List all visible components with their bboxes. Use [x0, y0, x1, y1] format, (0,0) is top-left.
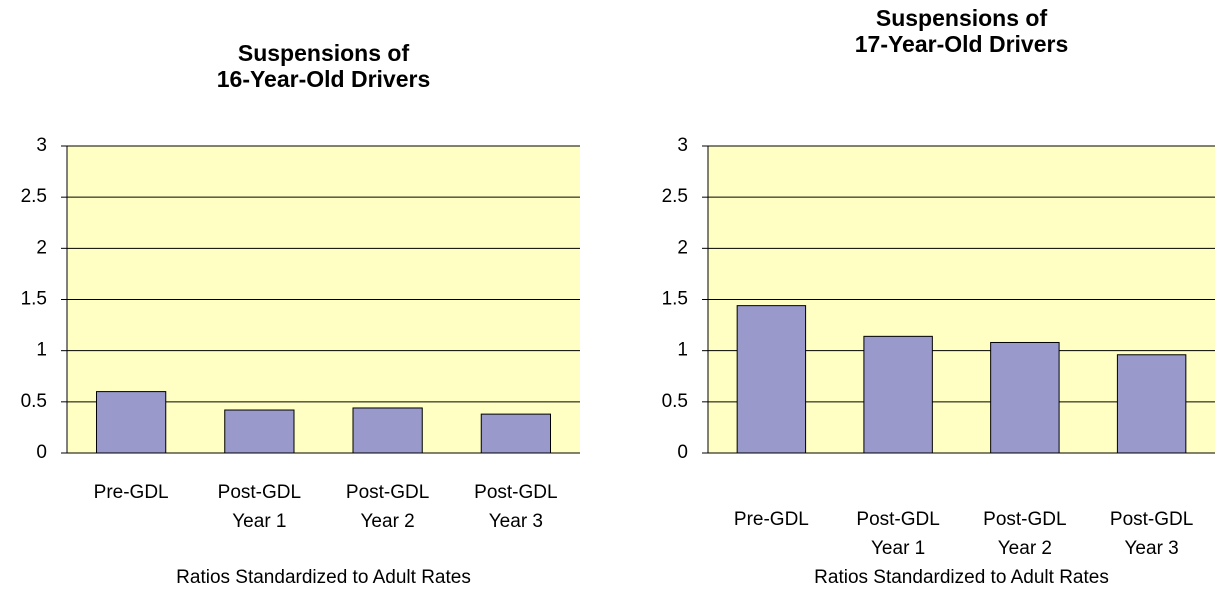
y-tick-label: 0.5	[21, 391, 47, 412]
y-tick-label: 0	[677, 442, 688, 463]
y-tick-label: 3	[677, 135, 688, 156]
chart-title: Suspensions of	[876, 5, 1048, 31]
y-tick-label: 1.5	[21, 289, 47, 310]
x-tick-label: Year 2	[998, 538, 1052, 559]
bar	[224, 409, 295, 454]
x-tick-label: Post-GDL	[346, 482, 429, 503]
bar	[736, 305, 807, 454]
x-tick-label: Pre-GDL	[94, 482, 169, 503]
y-tick-label: 0.5	[662, 391, 688, 412]
x-tick-label: Year 1	[232, 511, 286, 532]
y-tick-label: 1	[36, 340, 47, 361]
x-axis-label: Ratios Standardized to Adult Rates	[814, 567, 1109, 588]
y-tick-label: 0	[36, 442, 47, 463]
x-tick-label: Year 2	[361, 511, 415, 532]
bar	[990, 341, 1060, 454]
y-tick-label: 1.5	[662, 289, 688, 310]
chart-title: 17-Year-Old Drivers	[855, 31, 1069, 57]
x-tick-label: Year 1	[871, 538, 925, 559]
chart-title: Suspensions of	[238, 40, 410, 66]
y-tick-label: 1	[677, 340, 688, 361]
y-tick-label: 2	[36, 237, 47, 258]
y-tick-label: 3	[36, 135, 47, 156]
bar	[95, 391, 167, 454]
x-tick-label: Pre-GDL	[734, 509, 809, 530]
x-tick-label: Post-GDL	[1110, 509, 1193, 530]
x-tick-label: Post-GDL	[983, 509, 1066, 530]
x-axis-label: Ratios Standardized to Adult Rates	[176, 567, 471, 588]
y-tick-label: 2.5	[21, 186, 47, 207]
x-tick-label: Post-GDL	[218, 482, 301, 503]
y-tick-label: 2.5	[662, 186, 688, 207]
x-tick-label: Year 3	[489, 511, 543, 532]
x-tick-label: Post-GDL	[856, 509, 939, 530]
bar	[480, 413, 552, 454]
x-tick-label: Post-GDL	[474, 482, 557, 503]
bar	[863, 335, 933, 454]
y-tick-label: 2	[677, 237, 688, 258]
chart-title: 16-Year-Old Drivers	[217, 66, 431, 92]
bar	[1116, 354, 1187, 454]
x-tick-label: Year 3	[1125, 538, 1179, 559]
bar	[352, 407, 423, 454]
